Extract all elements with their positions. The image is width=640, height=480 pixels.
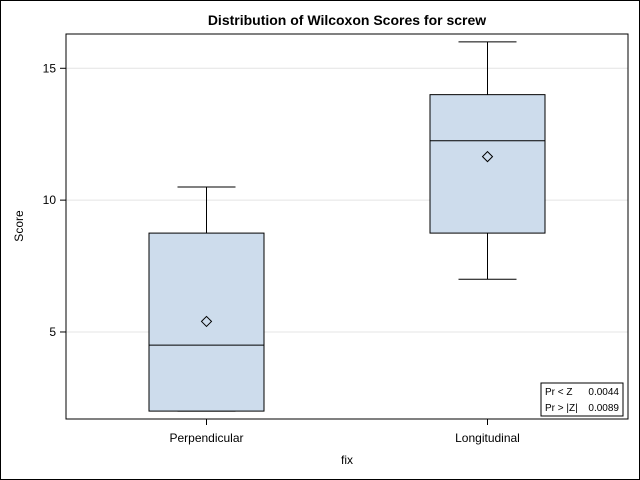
x-tick-label: Longitudinal	[455, 431, 520, 445]
stat-row-1-label: Pr < Z	[545, 387, 573, 398]
y-tick-label: 15	[43, 61, 57, 75]
stat-row-1-value: 0.0044	[588, 387, 619, 398]
box-iqr	[429, 94, 546, 234]
chart-title: Distribution of Wilcoxon Scores for scre…	[208, 12, 486, 28]
stat-inset: Pr < Z 0.0044 Pr > |Z| 0.0089	[540, 382, 624, 417]
x-axis-label: fix	[341, 453, 353, 467]
stat-inset-box	[540, 382, 624, 417]
box-longitudinal	[429, 41, 546, 280]
plot-area	[65, 33, 629, 420]
mean-marker	[200, 315, 213, 328]
x-axis: Perpendicular Longitudinal	[169, 419, 520, 445]
box-series	[148, 41, 546, 412]
y-axis: 5 10 15	[43, 61, 66, 339]
mean-marker	[481, 150, 494, 163]
y-tick-label: 5	[49, 325, 56, 339]
x-tick-label: Perpendicular	[169, 431, 243, 445]
stat-row-2-label: Pr > |Z|	[545, 403, 578, 414]
box-perpendicular	[148, 186, 265, 412]
y-tick-label: 10	[43, 193, 57, 207]
y-axis-label: Score	[12, 210, 26, 242]
box-iqr	[148, 232, 265, 412]
stat-row-2-value: 0.0089	[588, 403, 619, 414]
